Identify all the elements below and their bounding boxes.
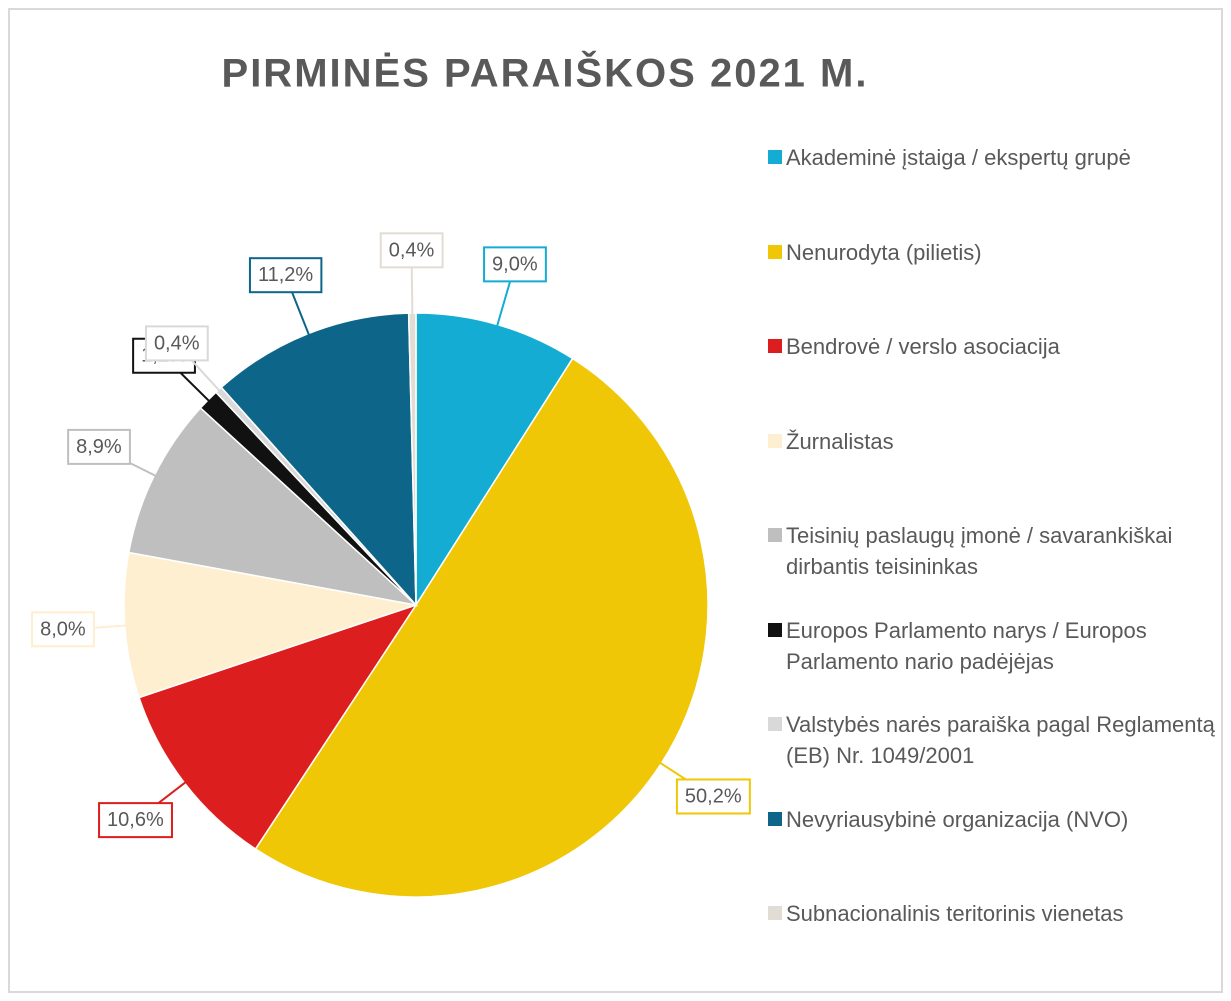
legend-swatch	[768, 811, 782, 826]
legend-label: Bendrovė / verslo asociacija	[786, 334, 1060, 359]
legend-swatch	[768, 906, 782, 920]
legend-item: Europos Parlamento narys / Europos Parla…	[768, 615, 1226, 677]
legend-label: Žurnalistas	[786, 428, 894, 454]
legend-item: Akademinė įstaiga / ekspertų grupė	[768, 142, 1226, 173]
data-label: 0,4%	[154, 332, 200, 354]
data-label: 8,0%	[40, 618, 86, 640]
data-label-box	[675, 778, 751, 815]
chart-title: PIRMINĖS PARAIŠKOS 2021 M.	[222, 50, 869, 96]
data-label: 11,2%	[258, 264, 313, 286]
legend-label: Nevyriausybinė organizacija (NVO)	[786, 806, 1129, 832]
legend-item: Subnacionalinis teritorinis vienetas	[768, 898, 1226, 929]
legend-label: Akademinė įstaiga / ekspertų grupė	[786, 145, 1131, 170]
legend-label: Teisinių paslaugų įmonė / savarankiškai …	[786, 523, 1173, 579]
data-label: 0,4%	[389, 239, 435, 261]
legend-label: Europos Parlamento narys / Europos Parla…	[786, 617, 1147, 674]
legend-swatch	[768, 150, 782, 164]
legend-item: Žurnalistas	[768, 426, 1226, 457]
data-label-box	[379, 232, 444, 269]
legend-label: Valstybės narės paraiška pagal Reglament…	[786, 712, 1215, 768]
legend-item: Bendrovė / verslo asociacija	[768, 331, 1226, 362]
data-label: 9,0%	[492, 253, 538, 275]
data-label-box	[31, 611, 95, 648]
legend-swatch	[768, 717, 782, 731]
legend-item: Teisinių paslaugų įmonė / savarankiškai …	[768, 520, 1226, 582]
data-label-box	[248, 257, 323, 294]
legend-item: Valstybės narės paraiška pagal Reglament…	[768, 709, 1226, 771]
legend-swatch	[768, 528, 782, 542]
legend-swatch	[768, 244, 782, 259]
data-label: 50,2%	[685, 785, 742, 807]
legend-label: Nenurodyta (pilietis)	[786, 239, 982, 265]
data-label: 8,9%	[76, 436, 122, 458]
legend-label: Subnacionalinis teritorinis vienetas	[786, 901, 1124, 926]
legend-swatch	[768, 433, 782, 448]
legend-swatch	[768, 339, 782, 353]
legend-swatch	[768, 622, 782, 637]
legend-item: Nenurodyta (pilietis)	[768, 237, 1226, 268]
data-label-box	[98, 802, 173, 839]
data-label-box	[67, 428, 131, 465]
data-label-box	[144, 325, 209, 362]
data-label-box	[483, 246, 547, 283]
data-label: 10,6%	[107, 809, 164, 831]
legend-item: Nevyriausybinė organizacija (NVO)	[768, 804, 1226, 835]
